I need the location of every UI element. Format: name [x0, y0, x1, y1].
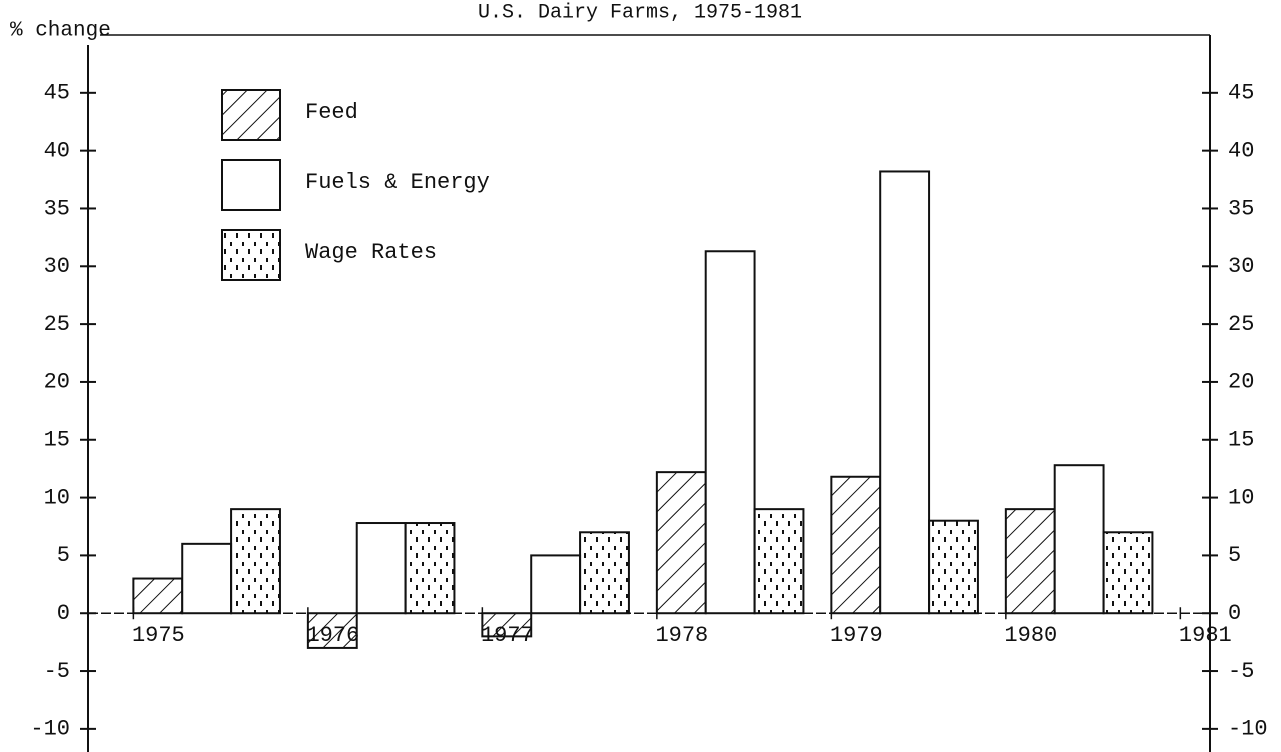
y-tick-label: 5 [57, 543, 70, 568]
bar [579, 531, 630, 615]
bar [655, 471, 707, 615]
x-tick-label: 1981 [1179, 623, 1232, 648]
bar [132, 577, 184, 615]
bar [306, 612, 358, 649]
y-tick-label: 20 [44, 370, 70, 395]
y-tick-label-right: 15 [1228, 428, 1254, 453]
y-tick-label-right: 5 [1228, 543, 1241, 568]
y-tick-label-right: 30 [1228, 254, 1254, 279]
x-tick-label: 1980 [1004, 623, 1057, 648]
x-tick-label: 1978 [655, 623, 708, 648]
y-tick-label-right: 20 [1228, 370, 1254, 395]
bar [704, 250, 756, 615]
y-tick-label: 45 [44, 81, 70, 106]
y-axis-label: % change [10, 20, 111, 43]
y-tick-label: -10 [30, 717, 70, 742]
y-tick-label: 0 [57, 601, 70, 626]
chart-title: U.S. Dairy Farms, 1975-1981 [478, 1, 802, 24]
legend-swatch [221, 159, 281, 211]
bar [830, 475, 882, 615]
bar [879, 170, 931, 615]
y-tick-label-right: 0 [1228, 601, 1241, 626]
y-tick-label: 10 [44, 485, 70, 510]
y-tick-label: 15 [44, 428, 70, 453]
x-tick-label: 1979 [830, 623, 883, 648]
y-tick-label-right: 10 [1228, 485, 1254, 510]
bar [181, 542, 233, 615]
y-tick-label-right: 35 [1228, 196, 1254, 221]
legend-label: Wage Rates [305, 240, 437, 265]
y-tick-label: 40 [44, 138, 70, 163]
y-tick-label: -5 [44, 659, 70, 684]
bar [404, 522, 456, 615]
bar [1004, 508, 1056, 615]
y-tick-label: 30 [44, 254, 70, 279]
bar [928, 519, 979, 615]
y-tick-label: 35 [44, 196, 70, 221]
legend-swatch [221, 229, 281, 281]
legend-swatch [221, 89, 281, 141]
legend-label: Feed [305, 100, 358, 125]
bar [753, 508, 805, 615]
y-tick-label-right: 45 [1228, 81, 1254, 106]
bar [481, 612, 533, 638]
bar [530, 554, 582, 615]
y-tick-label-right: -5 [1228, 659, 1254, 684]
y-tick-label-right: -10 [1228, 717, 1268, 742]
bar [1053, 464, 1105, 615]
y-tick-label: 25 [44, 312, 70, 337]
bar [230, 508, 281, 615]
x-tick-label: 1975 [132, 623, 185, 648]
y-tick-label-right: 40 [1228, 138, 1254, 163]
legend-label: Fuels & Energy [305, 170, 490, 195]
y-tick-label-right: 25 [1228, 312, 1254, 337]
bar [1102, 531, 1154, 615]
bar [355, 522, 407, 615]
